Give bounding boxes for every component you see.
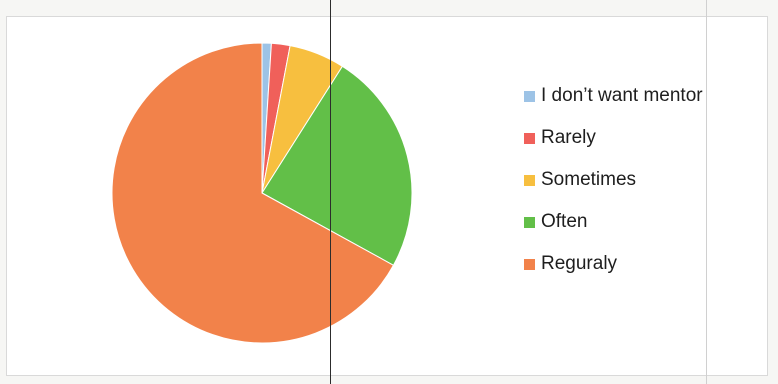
legend-label: Often [541,211,588,232]
legend-swatch [524,90,535,102]
pie-slice-reguraly [111,42,395,344]
legend-item-i-dont-want-mentor: I don’t want mentor [524,85,703,106]
legend-item-rarely: Rarely [524,127,703,148]
legend-item-often: Often [524,211,703,232]
scan-line [330,0,331,384]
legend-label: Rarely [541,127,596,148]
legend: I don’t want mentor Rarely Sometimes Oft… [524,85,703,296]
legend-item-reguraly: Reguraly [524,253,703,274]
legend-swatch [524,216,535,228]
legend-label: Sometimes [541,169,637,190]
legend-label: I don’t want mentor [541,85,703,106]
scan-line [706,0,707,384]
legend-swatch [524,132,535,144]
legend-label: Reguraly [541,253,618,274]
legend-item-sometimes: Sometimes [524,169,703,190]
pie-slice-often [261,65,413,266]
legend-swatch [524,174,535,186]
legend-swatch [524,258,535,270]
